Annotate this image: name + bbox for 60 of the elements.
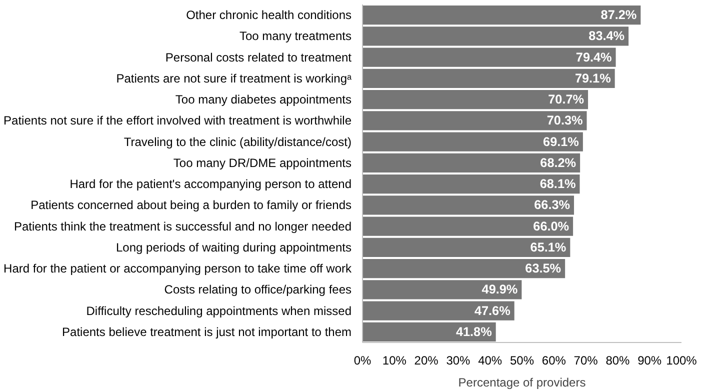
bar bbox=[362, 48, 616, 67]
data-label: 66.3% bbox=[534, 198, 570, 212]
x-tick-label: 0% bbox=[354, 354, 372, 368]
data-label: 70.7% bbox=[548, 92, 584, 107]
bar bbox=[362, 174, 580, 194]
y-tick-label: Hard for the patient's accompanying person to attend bbox=[70, 177, 352, 192]
data-label: 68.2% bbox=[540, 156, 576, 170]
x-tick-label: 30% bbox=[446, 354, 471, 368]
y-tick-label: Patients concerned about being a burden to family or friends bbox=[30, 198, 352, 212]
bar bbox=[362, 26, 629, 46]
data-label: 49.9% bbox=[482, 282, 518, 297]
x-axis-title: Percentage of providers bbox=[458, 376, 586, 390]
x-tick-label: 40% bbox=[478, 354, 502, 368]
bar bbox=[362, 259, 566, 278]
data-label: 69.1% bbox=[543, 134, 579, 149]
data-label: 41.8% bbox=[456, 324, 492, 339]
y-tick-label: Too many treatments bbox=[239, 29, 352, 44]
y-tick-label: Patients are not sure if treatment is workingᵃ bbox=[116, 71, 352, 86]
bar bbox=[362, 238, 570, 257]
bar bbox=[362, 216, 574, 236]
data-label: 63.5% bbox=[525, 262, 562, 276]
data-label: 70.3% bbox=[546, 114, 583, 128]
data-label: 79.1% bbox=[574, 71, 611, 86]
bar bbox=[362, 111, 587, 130]
y-tick-label: Difficulty rescheduling appointments when missed bbox=[86, 304, 352, 318]
data-label: 79.4% bbox=[576, 50, 612, 64]
y-tick-label: Personal costs related to treatment bbox=[165, 50, 352, 64]
y-tick-label: Patients believe treatment is just not important to them bbox=[62, 324, 352, 339]
data-label: 68.1% bbox=[540, 177, 576, 192]
bar bbox=[362, 153, 580, 172]
x-tick-label: 70% bbox=[574, 354, 598, 368]
y-tick-label: Patients think the treatment is successful and no longer needed bbox=[14, 219, 352, 234]
y-tick-label: Patients not sure if the effort involved with treatment is worthwhile bbox=[4, 114, 352, 128]
data-label: 83.4% bbox=[588, 29, 625, 44]
data-label: 87.2% bbox=[600, 8, 637, 22]
bar bbox=[362, 132, 583, 152]
bar bbox=[362, 280, 522, 300]
data-label: 65.1% bbox=[530, 240, 566, 254]
y-tick-label: Too many diabetes appointments bbox=[175, 92, 352, 107]
bar bbox=[362, 6, 641, 25]
data-label: 66.0% bbox=[533, 219, 570, 234]
y-tick-label: Long periods of waiting during appointments bbox=[116, 240, 352, 254]
x-tick-label: 60% bbox=[542, 354, 566, 368]
x-tick-label: 10% bbox=[382, 354, 407, 368]
data-label: 47.6% bbox=[474, 304, 510, 318]
bar bbox=[362, 196, 574, 215]
y-tick-label: Costs relating to office/parking fees bbox=[164, 282, 352, 297]
y-tick-label: Too many DR/DME appointments bbox=[173, 156, 352, 170]
bar bbox=[362, 301, 514, 320]
x-tick-label: 20% bbox=[414, 354, 439, 368]
x-tick-label: 100% bbox=[666, 354, 698, 368]
x-tick-label: 80% bbox=[606, 354, 630, 368]
bar bbox=[362, 322, 496, 342]
bar bbox=[362, 68, 615, 88]
y-tick-label: Hard for the patient or accompanying person to take time off work bbox=[4, 262, 352, 276]
x-tick-label: 90% bbox=[638, 354, 662, 368]
bar bbox=[362, 90, 588, 110]
x-tick-label: 50% bbox=[510, 354, 534, 368]
y-tick-label: Traveling to the clinic (ability/distance/cost) bbox=[124, 134, 352, 149]
y-tick-label: Other chronic health conditions bbox=[186, 8, 352, 22]
